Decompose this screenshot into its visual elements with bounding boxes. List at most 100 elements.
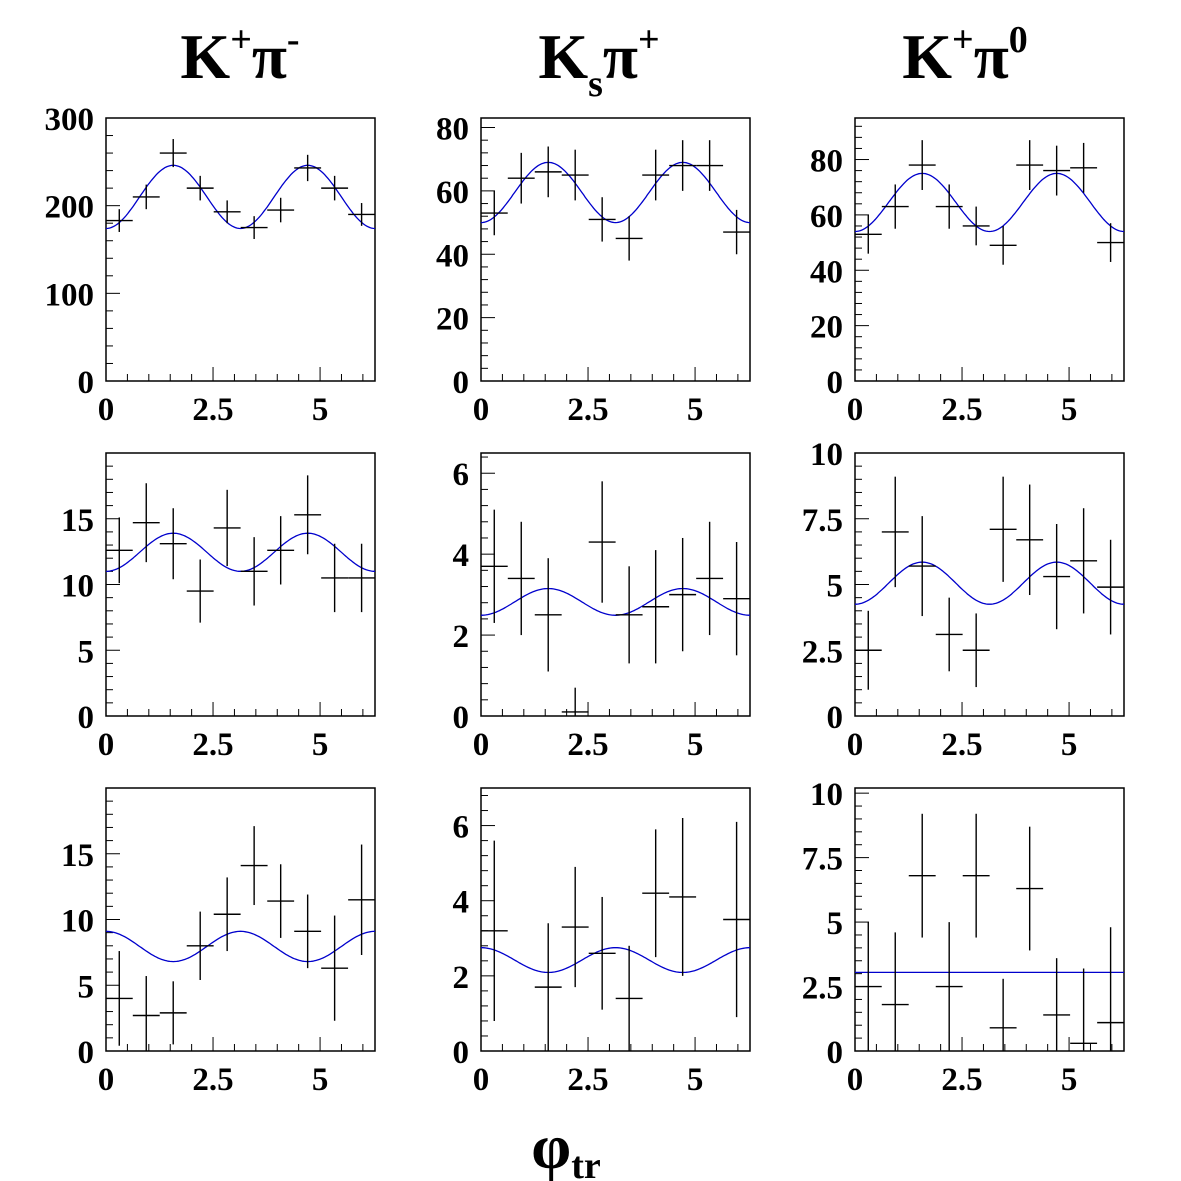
column-title-3: K+π0 xyxy=(902,19,1028,92)
panel-r3c1-data-point xyxy=(321,915,349,1021)
panel-r1c2-data-point xyxy=(642,149,670,201)
panel-r2c3-data-point xyxy=(989,476,1017,582)
panel-r2c3-data-point xyxy=(935,597,963,672)
panel-r1c1-data-point xyxy=(321,175,349,201)
panel-r3c1-ytick-label: 0 xyxy=(78,1035,95,1071)
panel-r2c1-data-point xyxy=(213,489,241,567)
panel-r3c2-data-point xyxy=(669,818,697,976)
panel-r3c2-ytick-label: 2 xyxy=(453,960,470,996)
panel-r1c3: 0 20 40 60 80 0 2.5 5 xyxy=(810,117,1125,428)
panel-r2c2-ytick-label: 6 xyxy=(453,457,470,493)
column-title-2-sub: s xyxy=(588,63,603,105)
column-titles: K+π- Ksπ+ K+π0 xyxy=(180,19,1027,105)
panel-r3c2-xtick-label: 2.5 xyxy=(567,1062,608,1098)
column-title-2-base: K xyxy=(538,21,588,92)
panel-r3c1-data-point xyxy=(105,951,133,1046)
panel-r2c3-ytick-label: 5 xyxy=(827,569,844,605)
column-title-2: Ksπ+ xyxy=(538,19,659,105)
panel-r2c1-data-point xyxy=(321,543,349,613)
panel-r2c3-data-point xyxy=(854,610,882,690)
panel-r1c1-fit-curve xyxy=(105,164,376,230)
panel-r3c1: 0 5 10 15 0 2.5 5 xyxy=(61,787,376,1098)
panel-r3c2-data-point xyxy=(642,829,670,958)
panel-r3c3-data-point xyxy=(908,813,936,938)
panel-r2c3-data-point xyxy=(1070,508,1098,614)
panel-r3c2-data-point xyxy=(534,923,562,1051)
panel-r2c3-data-point xyxy=(962,613,990,688)
panel-r1c3-ytick-label: 20 xyxy=(810,310,843,346)
panel-r2c2-frame xyxy=(480,452,751,717)
panel-r3c1-xtick-label: 0 xyxy=(98,1062,115,1098)
panel-r3c3-data-point xyxy=(1016,826,1044,951)
panel-r3c1-xtick-label: 2.5 xyxy=(192,1062,233,1098)
panel-r1c1-data-point xyxy=(240,216,268,239)
panel-r1c1-data-point xyxy=(132,184,160,210)
panel-r1c3-data-point xyxy=(989,225,1017,265)
panel-r2c2: 0 2 4 6 0 2.5 5 xyxy=(453,452,751,763)
panel-r1c3-xtick-label: 0 xyxy=(847,392,864,428)
panel-r1c1-data-point xyxy=(186,175,214,201)
panel-r1c3-frame xyxy=(854,117,1125,382)
panel-r3c3-data-point xyxy=(962,813,990,938)
panel-r1c1-data-point xyxy=(294,154,322,182)
panel-r1c3-data-point xyxy=(881,184,909,229)
panel-r3c1-data-point xyxy=(267,864,295,938)
panel-r3c2-ytick-label: 0 xyxy=(453,1035,470,1071)
panel-r2c2-data-point xyxy=(588,481,616,603)
panel-r3c3-xtick-label: 0 xyxy=(847,1062,864,1098)
panel-r2c2-data-point xyxy=(561,687,589,716)
panel-r1c3-ytick-label: 40 xyxy=(810,254,843,290)
panel-r2c2-data-point xyxy=(642,550,670,664)
panel-r1c1-xtick-label: 2.5 xyxy=(192,392,233,428)
panel-r2c2-data-point xyxy=(534,558,562,672)
panel-r2c2-data-point xyxy=(615,566,643,664)
panel-r3c3-xtick-label: 5 xyxy=(1061,1062,1078,1098)
panel-r1c1-xtick-label: 5 xyxy=(312,392,329,428)
column-title-3-base: K xyxy=(902,21,952,92)
panel-r3c1-data-point xyxy=(294,894,322,969)
panel-r2c3-data-point xyxy=(1043,524,1071,630)
panel-r1c2-ytick-label: 40 xyxy=(436,238,469,274)
panel-r2c2-ytick-label: 2 xyxy=(453,619,470,655)
x-axis-label-sub: tr xyxy=(571,1145,601,1181)
panel-r1c3-ytick-label: 80 xyxy=(810,144,843,180)
panel-r1c3-data-point xyxy=(1016,140,1044,190)
panel-r1c3-data-point xyxy=(1097,223,1125,262)
panel-r2c1-xtick-label: 5 xyxy=(312,727,329,763)
panel-r3c3-ytick-label: 10 xyxy=(810,777,843,813)
panel-r2c3-data-point xyxy=(1016,484,1044,596)
panel-r1c2-data-point xyxy=(669,140,697,191)
panel-r1c3-xtick-label: 5 xyxy=(1061,392,1078,428)
panel-r1c1-ytick-label: 0 xyxy=(78,365,95,401)
panel-r3c2-xtick-label: 0 xyxy=(473,1062,490,1098)
panel-r1c2-ytick-label: 0 xyxy=(453,365,470,401)
panel-r3c1-data-point xyxy=(213,877,241,952)
panel-r1c2-data-point xyxy=(561,149,589,201)
panel-r1c3-xtick-label: 2.5 xyxy=(941,392,982,428)
panel-r2c2-data-point xyxy=(669,537,697,652)
column-title-3-pi: π xyxy=(974,21,1009,92)
panel-r2c3-ytick-label: 10 xyxy=(810,437,843,473)
panel-r2c3-data-point xyxy=(908,516,936,617)
panel-r3c2-data-point xyxy=(615,945,643,1051)
panel-r3c2-data-point xyxy=(588,896,616,1010)
panel-r3c1-data-point xyxy=(348,844,376,956)
panel-r2c1-ytick-label: 10 xyxy=(61,569,94,605)
panel-r1c3-ytick-label: 60 xyxy=(810,199,843,235)
panel-r2c2-xtick-label: 2.5 xyxy=(567,727,608,763)
panel-r3c2-ytick-label: 6 xyxy=(453,810,470,846)
panel-r1c2-data-point xyxy=(534,146,562,198)
panel-r3c2-xtick-label: 5 xyxy=(687,1062,704,1098)
panel-r2c2-fit-curve xyxy=(480,587,751,616)
panel-r1c1-data-point xyxy=(267,197,295,223)
panel-r3c3-data-point xyxy=(854,922,882,1051)
panel-r1c2-ytick-label: 80 xyxy=(436,112,469,148)
panel-r2c2-ytick-label: 4 xyxy=(453,538,470,574)
panel-r1c1-data-point xyxy=(213,200,241,224)
panel-r3c1-ytick-label: 10 xyxy=(61,904,94,940)
panel-r1c1-xtick-label: 0 xyxy=(98,392,115,428)
panel-r2c1-ytick-label: 15 xyxy=(61,503,94,539)
panel-r2c1-data-point xyxy=(186,559,214,623)
